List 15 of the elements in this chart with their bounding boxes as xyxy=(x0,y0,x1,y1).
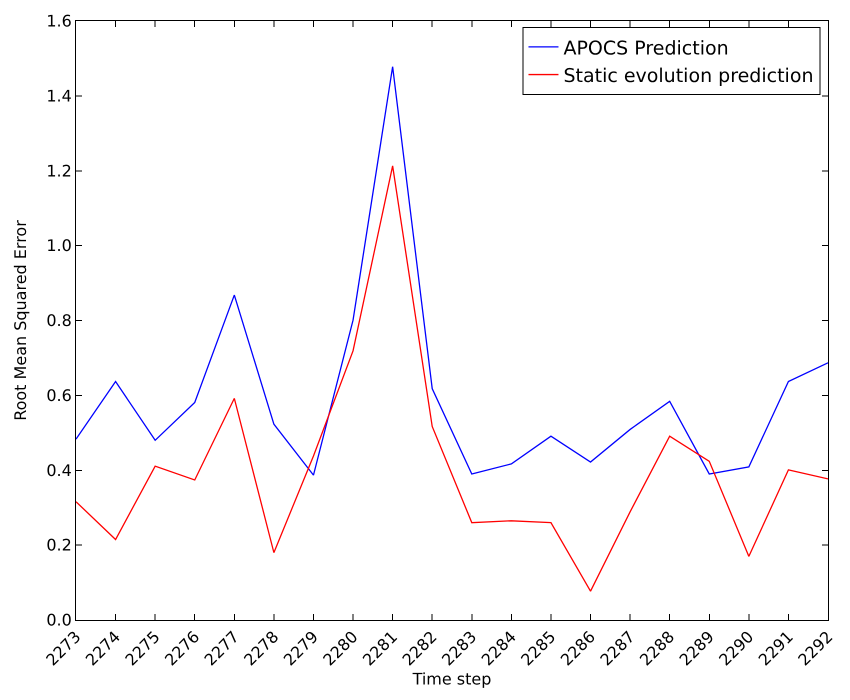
y-tick-label: 0.4 xyxy=(46,460,72,480)
x-axis-title: Time step xyxy=(412,669,492,688)
y-axis-title: Root Mean Squared Error xyxy=(11,220,30,421)
y-tick-label: 1.6 xyxy=(46,12,72,31)
y-tick-label: 1.4 xyxy=(46,86,72,106)
line-series xyxy=(76,66,828,476)
legend-label: APOCS Prediction xyxy=(563,37,729,60)
legend-label: Static evolution prediction xyxy=(563,64,814,87)
y-tick-label: 0.8 xyxy=(46,311,72,330)
y-tick-label: 0.6 xyxy=(46,386,72,405)
y-tick-label: 0.0 xyxy=(46,610,72,630)
line-series xyxy=(76,165,828,592)
y-tick-label: 1.0 xyxy=(46,236,72,256)
y-tick-label: 1.2 xyxy=(46,161,72,180)
y-tick-label: 0.2 xyxy=(46,536,72,555)
